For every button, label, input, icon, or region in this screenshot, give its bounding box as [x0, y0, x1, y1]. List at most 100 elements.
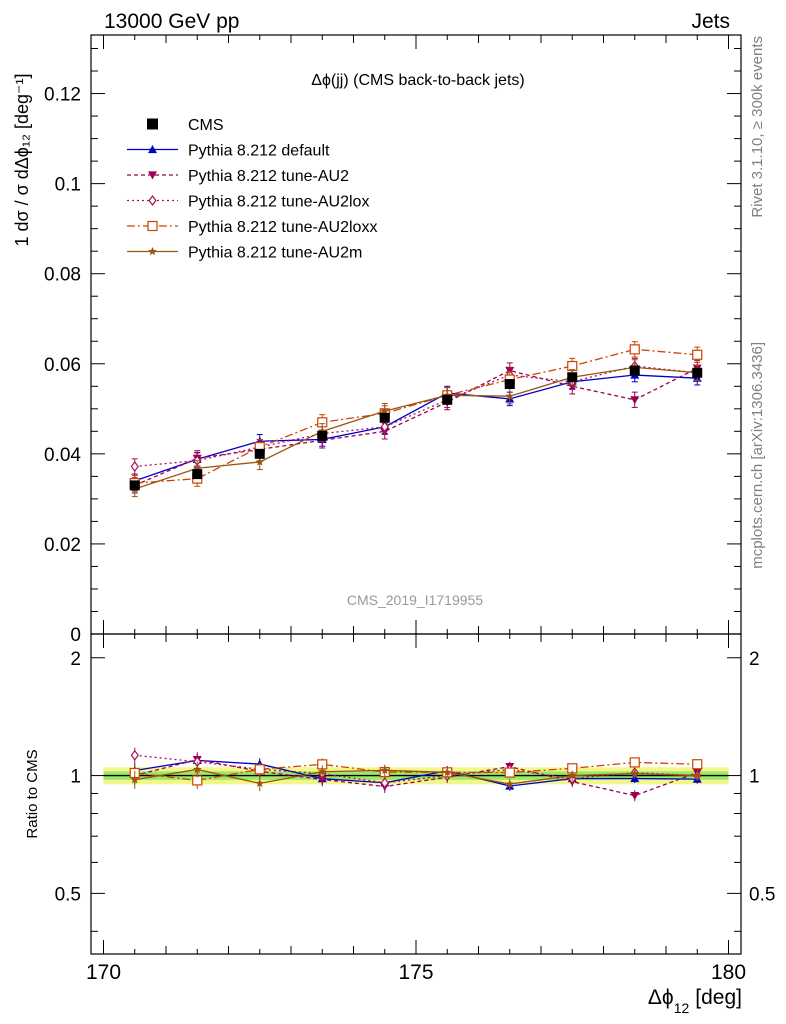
- ratio-point: [693, 771, 702, 780]
- data-point: [255, 457, 264, 466]
- ratio-point: [504, 767, 515, 778]
- ratio-tick-label-right: 1: [749, 767, 760, 788]
- analysis-watermark: CMS_2019_I1719955: [347, 592, 483, 608]
- legend-marker: [148, 145, 157, 154]
- legend-entry: Pythia 8.212 default: [127, 143, 330, 160]
- cms-data-point: [254, 448, 265, 459]
- axes-ticks: 170 175 180 0 0.02 0.04 0.06 0.08 0.1 0.12 0.5 0.5 1…: [44, 35, 775, 984]
- x-tick-label: 175: [398, 961, 433, 984]
- ratio-point: [130, 749, 139, 761]
- rivet-label: Rivet 3.1.10, ≥ 300k events: [749, 36, 766, 218]
- header-energy-label: 13000 GeV pp: [104, 10, 239, 33]
- cms-data-point: [379, 412, 390, 423]
- ratio-point: [443, 767, 452, 776]
- data-point: [630, 396, 640, 405]
- series-line: [134, 348, 698, 484]
- ratio-tick-label-left: 1: [70, 767, 81, 788]
- y-tick-label: 0.08: [44, 265, 81, 286]
- series-line: [134, 374, 698, 482]
- ratio-series-line: [134, 761, 698, 782]
- y-tick-label: 0.04: [44, 445, 81, 466]
- ratio-point: [130, 775, 139, 784]
- ratio-tick-label-right: 2: [749, 649, 760, 670]
- ratio-point: [630, 769, 639, 778]
- legend-marker: [148, 247, 157, 256]
- y-tick-label: 0: [70, 625, 81, 646]
- ratio-point: [630, 791, 640, 801]
- cms-data-point: [504, 379, 515, 390]
- legend-entry: Pythia 8.212 tune-AU2lox: [127, 194, 369, 211]
- legend-label: CMS: [188, 117, 224, 134]
- data-point: [629, 344, 640, 355]
- plot-title: Δϕ(jj) (CMS back-to-back jets): [311, 72, 524, 89]
- series-line: [134, 365, 698, 468]
- legend-label: Pythia 8.212 tune-AU2lox: [188, 194, 369, 211]
- ratio-y-axis-label: Ratio to CMS: [24, 749, 41, 838]
- cms-data-point: [692, 367, 703, 378]
- legend-label: Pythia 8.212 tune-AU2: [188, 168, 349, 185]
- data-point: [380, 406, 389, 415]
- data-point: [380, 421, 389, 433]
- x-tick-label: 180: [711, 961, 746, 984]
- ratio-point: [380, 765, 389, 774]
- ratio-point: [255, 778, 264, 787]
- header-category-label: Jets: [691, 10, 730, 33]
- series-3: [130, 357, 702, 790]
- legend-label: Pythia 8.212 tune-AU2loxx: [188, 219, 377, 236]
- ratio-point: [692, 759, 703, 770]
- y-tick-label: 0.1: [55, 175, 81, 196]
- ratio-point: [193, 765, 202, 774]
- cms-data-point: [317, 430, 328, 441]
- y-axis-label: 1 dσ / σ dΔϕ₁₂ [deg⁻¹]: [12, 74, 32, 247]
- y-tick-label: 0.02: [44, 535, 81, 556]
- ratio-point: [380, 777, 389, 789]
- ratio-point: [505, 779, 514, 788]
- data-point: [130, 460, 139, 472]
- series-5: [130, 359, 702, 792]
- data-point: [692, 349, 703, 360]
- ratio-point: [629, 757, 640, 768]
- legend: CMS Pythia 8.212 default Pythia 8.212 tune…: [127, 117, 377, 262]
- ratio-point: [568, 771, 577, 780]
- legend-label: Pythia 8.212 default: [188, 143, 330, 160]
- legend-marker: [148, 171, 157, 180]
- cms-data-point: [567, 372, 578, 383]
- ratio-tick-label-left: 2: [70, 649, 81, 670]
- x-axis-label: Δϕ12 [deg]: [648, 986, 742, 1016]
- ratio-series-line: [134, 759, 698, 787]
- legend-entry: Pythia 8.212 tune-AU2loxx: [127, 219, 377, 236]
- y-tick-label: 0.12: [44, 85, 81, 106]
- legend-marker: [148, 195, 157, 206]
- series-cms-data: [129, 365, 703, 491]
- data-series: [129, 341, 703, 802]
- cms-data-point: [129, 480, 140, 491]
- y-tick-label: 0.06: [44, 355, 81, 376]
- x-tick-label: 170: [86, 961, 121, 984]
- ratio-tick-label-left: 0.5: [55, 884, 81, 905]
- legend-entry: Pythia 8.212 tune-AU2m: [127, 245, 362, 262]
- series-4: [129, 341, 703, 790]
- series-1: [130, 367, 702, 791]
- legend-label: Pythia 8.212 tune-AU2m: [188, 245, 362, 262]
- legend-marker: [147, 220, 158, 232]
- cms-data-point: [192, 469, 203, 480]
- ratio-point: [254, 764, 265, 775]
- series-2: [130, 360, 702, 802]
- data-point: [505, 391, 514, 400]
- series-line: [134, 367, 698, 486]
- series-line: [134, 366, 698, 490]
- ratio-series-line: [134, 768, 698, 785]
- mcplots-label: mcplots.cern.ch [arXiv:1306.3436]: [749, 342, 766, 569]
- legend-entry: Pythia 8.212 tune-AU2: [127, 168, 349, 185]
- cms-data-point: [629, 365, 640, 376]
- cms-data-point: [442, 394, 453, 405]
- ratio-plot-frame: [90, 633, 742, 955]
- legend-entry: CMS: [147, 117, 224, 134]
- ratio-series-line: [134, 754, 698, 784]
- ratio-point: [318, 767, 327, 776]
- ratio-series-line: [134, 758, 698, 797]
- ratio-tick-label-right: 0.5: [749, 884, 775, 905]
- legend-marker: [147, 118, 158, 130]
